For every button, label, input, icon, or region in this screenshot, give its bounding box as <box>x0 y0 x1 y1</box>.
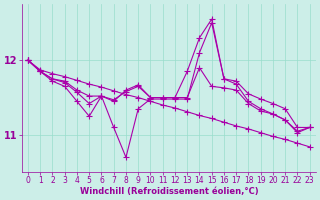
X-axis label: Windchill (Refroidissement éolien,°C): Windchill (Refroidissement éolien,°C) <box>80 187 258 196</box>
